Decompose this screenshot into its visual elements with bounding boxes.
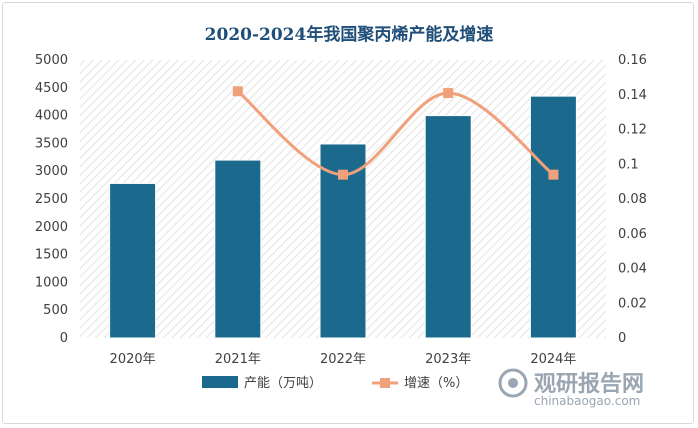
bar-capacity-1 bbox=[109, 182, 157, 339]
growth-marker-1 bbox=[232, 86, 243, 97]
left-tick-label: 2500 bbox=[35, 192, 68, 207]
growth-marker-4 bbox=[548, 169, 559, 180]
right-tick-label: 0.04 bbox=[618, 262, 647, 277]
chart-title: 2020-2024年我国聚丙烯产能及增速 bbox=[205, 24, 494, 45]
right-tick-label: 0 bbox=[618, 331, 626, 346]
right-tick-label: 0.14 bbox=[618, 88, 647, 103]
right-tick-label: 0.1 bbox=[618, 157, 639, 172]
bar-capacity-5 bbox=[529, 95, 577, 339]
legend-label-growth: 增速（%） bbox=[404, 376, 468, 391]
bar-capacity-2 bbox=[214, 159, 262, 339]
bar-series bbox=[109, 95, 577, 339]
left-tick-label: 1000 bbox=[35, 275, 68, 290]
left-tick-label: 4000 bbox=[35, 109, 68, 124]
watermark-name: 观研报告网 bbox=[534, 372, 644, 397]
right-tick-label: 0.16 bbox=[618, 53, 647, 68]
left-tick-label: 3000 bbox=[35, 164, 68, 179]
left-axis-ticks: 0 500 1000 1500 2000 2500 3000 3500 4000 4500 5000 bbox=[35, 53, 68, 346]
watermark: 观研报告网 chinabaogao.com bbox=[498, 368, 644, 408]
legend-label-capacity: 产能（万吨） bbox=[244, 376, 322, 391]
watermark-logo-icon bbox=[498, 368, 528, 398]
category-label: 2023年 bbox=[425, 352, 471, 367]
growth-line bbox=[236, 90, 555, 177]
left-tick-label: 3500 bbox=[35, 136, 68, 151]
legend: 产能（万吨） 增速（%） bbox=[202, 376, 468, 391]
category-label: 2021年 bbox=[215, 352, 261, 367]
bar-capacity-3 bbox=[319, 143, 367, 339]
left-tick-label: 0 bbox=[60, 331, 68, 346]
left-tick-label: 5000 bbox=[35, 53, 68, 68]
watermark-url: chinabaogao.com bbox=[534, 394, 640, 408]
bar-capacity-4 bbox=[424, 115, 472, 339]
right-axis-ticks: 0 0.02 0.04 0.06 0.08 0.1 0.12 0.14 0.16 bbox=[618, 53, 647, 346]
category-label: 2022年 bbox=[320, 352, 366, 367]
growth-marker-3 bbox=[443, 88, 454, 99]
category-label: 2024年 bbox=[530, 352, 576, 367]
left-tick-label: 4500 bbox=[35, 81, 68, 96]
right-tick-label: 0.02 bbox=[618, 296, 647, 311]
left-tick-label: 2000 bbox=[35, 220, 68, 235]
right-tick-label: 0.06 bbox=[618, 227, 647, 242]
watermark-logo-dot bbox=[508, 378, 518, 388]
legend-swatch-capacity bbox=[202, 376, 238, 388]
line-series bbox=[232, 86, 559, 180]
legend-marker-growth bbox=[380, 378, 390, 388]
left-tick-label: 500 bbox=[43, 303, 68, 318]
growth-marker-2 bbox=[338, 169, 348, 180]
right-tick-label: 0.08 bbox=[618, 192, 647, 207]
left-tick-label: 1500 bbox=[35, 248, 68, 263]
category-labels: 2020年 2021年 2022年 2023年 2024年 bbox=[110, 352, 577, 367]
right-tick-label: 0.12 bbox=[618, 123, 647, 138]
category-label: 2020年 bbox=[110, 352, 156, 367]
